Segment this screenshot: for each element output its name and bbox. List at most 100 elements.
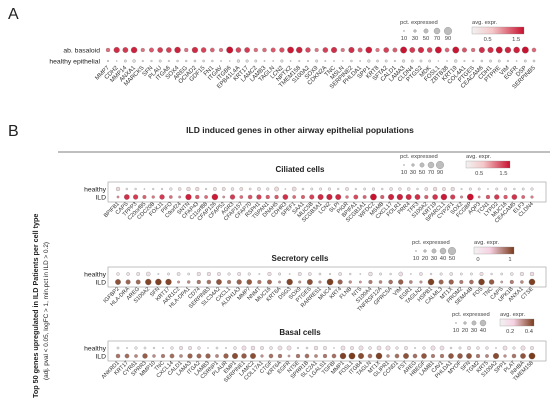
expression-dot <box>394 353 400 359</box>
expression-dot <box>513 46 520 54</box>
expression-dot <box>269 346 273 350</box>
legend-pct-title: pct. expressed <box>400 20 438 26</box>
expression-dot <box>376 345 382 351</box>
expression-dot <box>392 47 398 53</box>
expression-dot <box>345 195 349 199</box>
expression-dot <box>256 194 262 200</box>
legend-avg-tick: 1 <box>508 257 511 263</box>
legend-size-label: 10 <box>453 328 459 334</box>
legend-size-dot <box>431 248 437 254</box>
expression-dot <box>435 46 442 54</box>
expression-dot <box>284 188 287 190</box>
expression-dot <box>287 46 294 54</box>
expression-dot <box>250 345 256 351</box>
legend-color-bar <box>471 26 525 35</box>
expression-dot <box>310 187 314 191</box>
legend-size-dot <box>463 321 467 325</box>
expression-dot <box>528 352 536 360</box>
expression-dot <box>140 47 145 53</box>
legend-size-dot <box>411 163 415 167</box>
expression-dot <box>512 346 516 350</box>
expression-dot <box>384 59 388 63</box>
expression-dot <box>292 186 297 192</box>
expression-dot <box>226 46 234 54</box>
expression-dot <box>457 353 463 359</box>
expression-dot <box>205 353 211 359</box>
expression-dot <box>363 187 366 191</box>
expression-dot <box>359 273 362 275</box>
panel-b-yaxis-label: Top 50 genes upregulated in ILD Patients… <box>31 214 40 398</box>
expression-dot <box>191 46 198 54</box>
expression-dot <box>247 272 251 276</box>
expression-dot <box>368 346 372 350</box>
expression-dot <box>159 194 165 200</box>
ciliated-title: Ciliated cells <box>276 165 325 174</box>
expression-dot <box>493 353 499 359</box>
expression-dot <box>134 354 138 358</box>
expression-dot <box>295 353 301 359</box>
expression-dot <box>487 188 489 190</box>
expression-dot <box>250 353 256 359</box>
legend-size-dot <box>423 28 429 34</box>
expression-dot <box>458 346 462 350</box>
row-label: ab. basaloid <box>63 47 100 54</box>
legend-size-label: 30 <box>471 328 477 334</box>
legend-avg-title: avg. expr. <box>472 20 498 26</box>
expression-dot <box>450 194 456 200</box>
expression-dot <box>398 279 404 285</box>
expression-dot <box>442 187 446 191</box>
basal-title: Basal cells <box>279 328 321 337</box>
legend-avg-tick: 0.5 <box>484 37 492 43</box>
legend-size-label: 50 <box>423 36 429 42</box>
expression-dot <box>378 280 383 284</box>
expression-dot <box>437 60 440 62</box>
legend-size-label: 90 <box>445 36 451 42</box>
expression-dot <box>218 47 224 53</box>
expression-dot <box>257 279 262 285</box>
expression-dot <box>274 186 279 192</box>
expression-dot <box>222 195 226 199</box>
expression-dot <box>362 195 367 199</box>
expression-dot <box>467 193 474 201</box>
expression-dot <box>385 345 391 351</box>
expression-dot <box>333 347 335 349</box>
expression-dot <box>300 194 305 200</box>
expression-dot <box>368 271 373 277</box>
panel-b-title: ILD induced genes in other airway epithe… <box>186 125 414 135</box>
legend-avg-tick: 0.5 <box>475 171 483 177</box>
expression-dot <box>489 59 492 63</box>
expression-dot <box>531 47 537 53</box>
legend-color-bar <box>465 160 511 169</box>
expression-dot <box>349 272 352 276</box>
expression-dot <box>510 272 514 276</box>
expression-dot <box>267 279 272 285</box>
expression-dot <box>157 273 160 275</box>
expression-dot <box>188 346 192 350</box>
expression-dot <box>403 353 409 359</box>
expression-dot <box>446 60 448 62</box>
legend-size-dot <box>433 27 441 35</box>
expression-dot <box>452 46 460 54</box>
expression-dot <box>151 195 155 199</box>
panel-b-yaxis-sublabel: (adj. pval < 0.05, logFC > 1, min.pct in… <box>43 242 50 380</box>
expression-dot <box>277 353 283 359</box>
expression-dot <box>177 280 181 284</box>
expression-dot <box>195 194 200 200</box>
expression-dot <box>223 353 229 359</box>
expression-dot <box>448 353 454 359</box>
expression-dot <box>350 59 353 63</box>
expression-dot <box>470 272 473 276</box>
expression-dot <box>126 272 130 276</box>
legend-size-dot <box>439 247 447 255</box>
expression-dot <box>521 46 529 54</box>
expression-dot <box>520 353 526 359</box>
expression-dot <box>125 187 128 191</box>
expression-dot <box>375 47 380 53</box>
expression-dot <box>239 195 244 199</box>
expression-dot <box>253 47 258 53</box>
expression-dot <box>381 187 384 191</box>
expression-dot <box>115 353 121 359</box>
legend-size-label: 30 <box>431 256 437 262</box>
expression-dot <box>335 194 342 200</box>
expression-dot <box>422 346 426 350</box>
